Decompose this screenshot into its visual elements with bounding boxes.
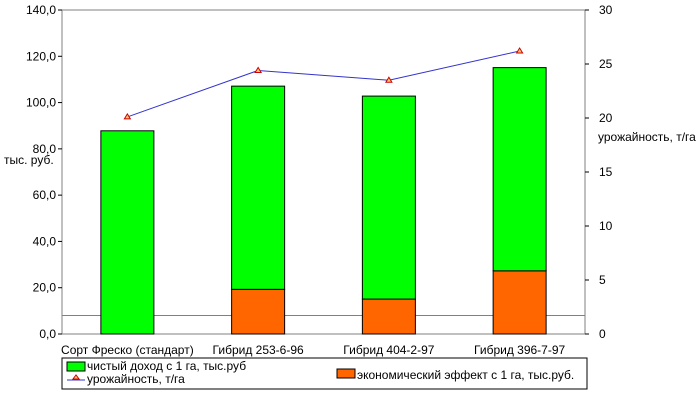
legend-swatch (336, 368, 356, 379)
left-tick-label: 120,0 (26, 49, 56, 63)
left-tick-label: 40,0 (33, 234, 57, 248)
left-tick-label: 0,0 (39, 327, 56, 341)
right-tick-label: 10 (599, 219, 613, 233)
legend-marker (72, 374, 80, 380)
left-tick-label: 140,0 (26, 3, 56, 17)
x-tick-label: Гибрид 404-2-97 (343, 343, 434, 357)
right-tick-label: 15 (599, 165, 613, 179)
left-axis-label: тыс. руб. (4, 153, 54, 167)
yield-line-group (123, 47, 524, 120)
legend-swatch (66, 361, 86, 372)
legend-label: чистый доход с 1 га, тыс.руб (87, 359, 246, 373)
right-tick-label: 30 (599, 3, 613, 17)
left-tick-label: 100,0 (26, 96, 56, 110)
bar-net-income-2 (231, 85, 286, 290)
left-tick-label: 20,0 (33, 281, 57, 295)
bar-net-income-1 (100, 130, 155, 335)
bar-net-income-3 (361, 95, 416, 300)
yield-marker-1 (123, 112, 132, 120)
x-tick-label: Сорт Фреско (стандарт) (61, 343, 194, 357)
x-tick-label: Гибрид 253-6-96 (213, 343, 304, 357)
legend-label: урожайность, т/га (87, 372, 185, 386)
left-axis: 0,0 20,0 40,0 60,0 80,0 100,0 120,0 140,0 (26, 3, 62, 341)
right-axis: 0 5 10 15 20 25 30 (585, 3, 613, 341)
right-tick-label: 20 (599, 111, 613, 125)
yield-marker-2 (254, 66, 263, 73)
right-axis-label: урожайность, т/га (598, 130, 696, 144)
right-tick-label: 25 (599, 57, 613, 71)
bar-effect-3 (361, 298, 416, 335)
x-axis: Сорт Фреско (стандарт) Гибрид 253-6-96 Гиб… (61, 343, 565, 357)
yield-marker-4 (515, 47, 524, 54)
yield-line (127, 50, 520, 118)
left-tick-label: 60,0 (33, 188, 57, 202)
bar-net-income-4 (492, 67, 547, 272)
legend-box (61, 357, 588, 390)
right-tick-label: 5 (599, 273, 606, 287)
right-tick-label: 0 (599, 327, 606, 341)
legend-label: экономический эффект с 1 га, тыс.руб. (357, 368, 574, 382)
bar-effect-4 (492, 270, 547, 335)
bar-effect-2 (231, 288, 286, 335)
left-tick-label: 80,0 (33, 142, 57, 156)
legend: чистый доход с 1 га, тыс.рубурожайность,… (61, 357, 588, 390)
bars-group (100, 67, 547, 335)
yield-marker-3 (384, 76, 393, 83)
x-tick-label: Гибрид 396-7-97 (474, 343, 565, 357)
